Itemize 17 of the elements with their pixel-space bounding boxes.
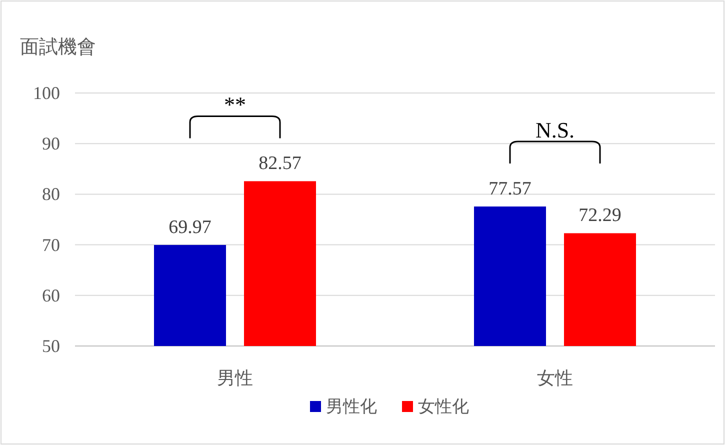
x-tick-label: 男性: [217, 368, 253, 388]
data-label: 77.57: [488, 178, 532, 200]
legend-label: 女性化: [418, 397, 469, 416]
y-axis-title: 面試機會: [20, 37, 96, 58]
x-tick-label: 女性: [537, 368, 573, 388]
annotation: N.S.: [535, 117, 575, 142]
y-tick-label: 80: [42, 184, 60, 204]
data-label: 82.57: [258, 153, 302, 174]
legend-label: 男性化: [326, 397, 377, 416]
y-tick-label: 70: [42, 234, 60, 255]
data-label: 72.29: [578, 205, 622, 226]
y-tick-label: 90: [42, 134, 60, 154]
data-label: 69.97: [168, 216, 212, 238]
annotation: **: [224, 92, 246, 118]
y-tick-label: 50: [42, 336, 60, 356]
y-tick-label: 100: [33, 83, 60, 103]
y-tick-label: 60: [42, 285, 60, 306]
